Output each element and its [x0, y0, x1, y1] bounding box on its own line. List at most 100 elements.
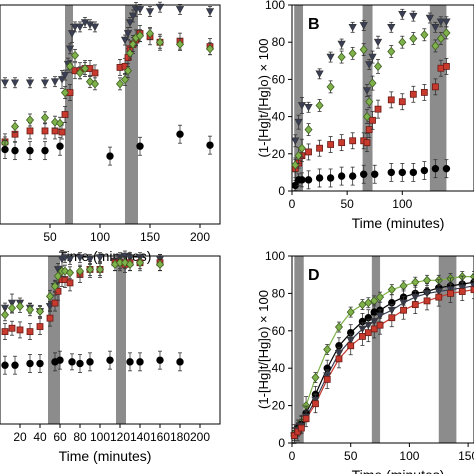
data-point-diamond	[50, 117, 60, 127]
data-point-diamond	[364, 298, 373, 308]
data-point-square	[297, 424, 305, 432]
data-point-circle	[387, 168, 395, 177]
data-point-square	[316, 144, 323, 152]
data-point-circle	[126, 358, 134, 366]
data-point-square	[323, 376, 331, 383]
data-point-square	[1, 328, 9, 336]
y-tick-label: 0	[278, 436, 285, 450]
data-point-diamond	[420, 30, 429, 40]
data-point-diamond	[25, 305, 35, 315]
data-point-diamond	[55, 118, 65, 128]
data-point-diamond	[311, 372, 320, 383]
data-point-diamond	[304, 125, 313, 135]
data-point-triangle	[50, 78, 60, 86]
x-tick-label: 50	[344, 449, 358, 463]
plot-frame	[0, 255, 221, 425]
data-point-square	[423, 297, 431, 305]
data-point-triangle	[60, 71, 70, 80]
data-point-diamond	[75, 266, 85, 276]
data-point-diamond	[294, 151, 303, 161]
y-axis-label: (1-[Hg]t/[Hg]o) × 100	[256, 290, 271, 409]
x-tick-label: 0	[289, 449, 296, 463]
data-point-diamond	[15, 301, 25, 312]
y-tick-label: 100	[265, 249, 285, 263]
data-point-square	[338, 139, 346, 147]
data-point-diamond	[374, 61, 383, 71]
data-point-diamond	[115, 79, 125, 89]
data-point-diamond	[45, 291, 55, 301]
data-point-diamond	[53, 271, 63, 281]
data-point-square	[66, 279, 74, 287]
x-axis-label: Time (minutes)	[352, 215, 445, 231]
data-point-circle	[26, 359, 34, 368]
data-point-diamond	[35, 306, 45, 317]
data-point-triangle	[368, 53, 377, 62]
data-point-square	[400, 306, 407, 314]
data-point-diamond	[65, 61, 75, 71]
x-tick-label: 180	[170, 430, 190, 444]
data-point-triangle	[135, 6, 145, 14]
x-tick-label: 150	[140, 230, 160, 244]
data-point-triangle	[387, 24, 396, 32]
y-tick-label: 60	[272, 324, 286, 338]
data-point-diamond	[10, 121, 20, 132]
data-point-triangle	[348, 24, 357, 32]
data-point-circle	[420, 166, 429, 175]
y-axis-label: (1-[Hg]t/[Hg]o) × 100	[256, 39, 271, 158]
data-point-circle	[1, 361, 9, 369]
shaded-interval	[116, 256, 126, 424]
data-point-diamond	[25, 115, 35, 125]
panel-d: 0 50 100 150 0 20 40 60 80 100 D Time (minutes) (1-[…	[256, 249, 474, 474]
y-tick-label: 100	[265, 0, 285, 12]
data-point-circle	[326, 174, 335, 182]
data-point-triangle	[291, 137, 300, 146]
data-point-diamond	[145, 28, 155, 39]
data-point-square	[369, 116, 376, 124]
data-point-diamond	[359, 45, 368, 55]
data-point-circle	[348, 172, 357, 180]
y-tick-label: 80	[272, 286, 286, 300]
data-point-square	[305, 148, 312, 156]
data-point-circle	[86, 358, 94, 366]
y-tick-label: 40	[272, 361, 286, 375]
x-tick-label: 100	[399, 449, 419, 463]
data-point-square	[409, 90, 417, 98]
data-point-circle	[442, 164, 451, 173]
data-point-diamond	[411, 277, 420, 287]
data-point-square	[447, 289, 454, 297]
data-point-square	[411, 301, 419, 309]
data-point-square	[8, 324, 16, 332]
data-point-diamond	[7, 303, 17, 313]
plot-frame	[291, 4, 474, 192]
data-point-circle	[304, 176, 313, 184]
data-point-square	[51, 299, 59, 307]
data-point-triangle	[205, 8, 215, 16]
data-point-circle	[26, 146, 34, 155]
data-point-diamond	[40, 113, 50, 123]
data-point-square	[26, 328, 34, 336]
shaded-interval	[294, 5, 304, 191]
plot-frame	[291, 255, 474, 444]
x-tick-label: 120	[110, 430, 130, 444]
y-tick-label: 40	[272, 110, 286, 124]
data-point-diamond	[368, 78, 377, 88]
data-point-diamond	[95, 264, 105, 275]
x-tick-label: 20	[13, 430, 27, 444]
data-point-diamond	[85, 264, 95, 275]
data-point-triangle	[315, 70, 324, 79]
data-point-triangle	[297, 102, 307, 110]
data-point-diamond	[315, 100, 324, 111]
data-point-square	[26, 127, 34, 135]
data-point-diamond	[387, 46, 396, 57]
data-point-diamond	[205, 44, 215, 54]
data-point-triangle	[95, 254, 105, 262]
data-point-square	[374, 105, 382, 113]
data-point-circle	[68, 358, 76, 366]
data-point-diamond	[423, 275, 432, 285]
shaded-interval	[362, 5, 373, 191]
data-point-triangle	[65, 45, 75, 54]
data-point-triangle	[10, 79, 20, 87]
x-tick-label: 60	[53, 430, 67, 444]
data-point-square	[58, 128, 66, 136]
